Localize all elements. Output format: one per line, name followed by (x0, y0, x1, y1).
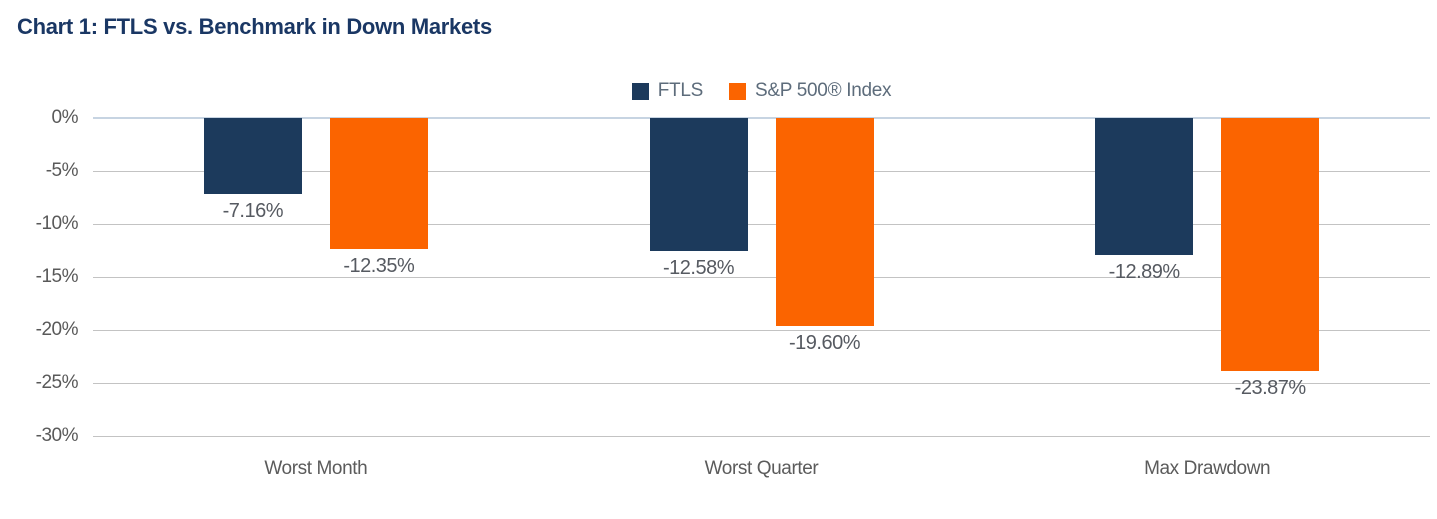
legend-item-ftls: FTLS (631, 80, 704, 102)
bar-ftls (1095, 118, 1194, 255)
gridline (93, 436, 1430, 437)
x-category-label: Worst Month (264, 458, 368, 479)
gridline (93, 171, 1430, 172)
bar-value-label: -12.35% (343, 254, 415, 277)
x-category-label: Max Drawdown (1144, 458, 1271, 479)
gridline (93, 330, 1430, 331)
y-tick-label: -15% (35, 266, 79, 287)
legend: FTLS S&P 500® Index (93, 79, 1430, 103)
bar-sp500 (329, 118, 428, 249)
bar-value-label: -12.58% (663, 257, 735, 280)
y-tick-label: -10% (35, 213, 79, 234)
y-tick-label: -25% (35, 372, 79, 393)
gridline (93, 277, 1430, 278)
bar-value-label: -7.16% (222, 199, 284, 222)
gridline (93, 224, 1430, 225)
bar-value-label: -19.60% (789, 331, 861, 354)
x-category-label: Worst Quarter (704, 458, 819, 479)
legend-swatch-icon (729, 82, 747, 100)
bar-ftls (203, 118, 302, 194)
legend-label: FTLS (657, 80, 704, 101)
chart-title: Chart 1: FTLS vs. Benchmark in Down Mark… (17, 14, 492, 39)
y-tick-label: -5% (45, 160, 79, 181)
legend-item-sp500: S&P 500® Index (729, 80, 892, 102)
bar-sp500 (775, 118, 874, 326)
bar-ftls (649, 118, 748, 252)
bar-value-label: -12.89% (1108, 260, 1181, 283)
legend-label: S&P 500® Index (755, 80, 892, 101)
legend-swatch-icon (631, 82, 649, 100)
bar-value-label: -23.87% (1234, 377, 1307, 400)
gridline (93, 383, 1430, 384)
bar-sp500 (1221, 118, 1320, 372)
y-tick-label: -30% (35, 425, 79, 446)
gridline (93, 117, 1430, 119)
y-tick-label: -20% (35, 319, 79, 340)
y-tick-label: 0% (51, 107, 79, 128)
